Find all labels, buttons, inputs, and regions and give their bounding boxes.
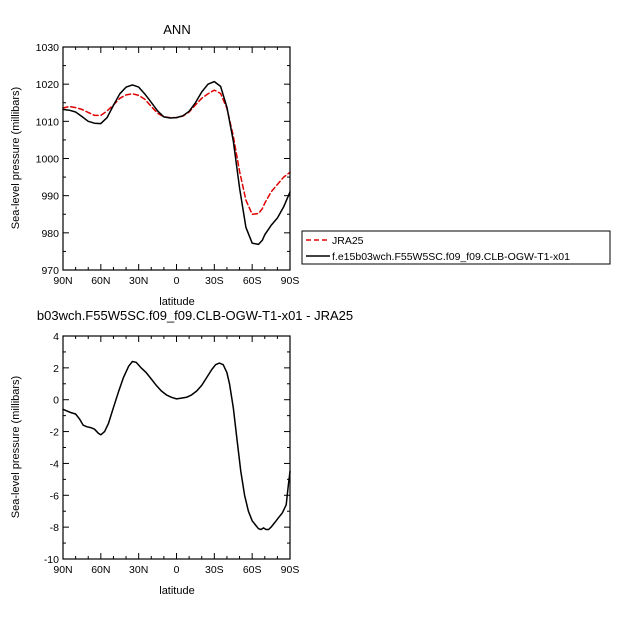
top-x-tick-label: 30S <box>205 275 224 287</box>
bottom-y-tick-label: -4 <box>50 458 59 470</box>
bottom-x-tick-label: 60S <box>243 564 262 576</box>
bottom-x-tick-label: 30S <box>205 564 224 576</box>
bottom-y-tick-label: 2 <box>53 363 59 375</box>
bottom-x-tick-label: 60N <box>91 564 110 576</box>
top-y-tick-label: 980 <box>41 228 59 240</box>
bottom-y-tick-label: -8 <box>50 522 59 534</box>
bottom-panel-axis: 90N 60N 30N 0 30S 60S 90S -10 -8 -6 -4 -2 0 2 4 <box>44 331 300 576</box>
bottom-series-line-0 <box>62 360 291 531</box>
top-y-tick-label: 1020 <box>36 79 60 91</box>
top-panel-ylabel: Sea-level pressure (millibars) <box>10 87 22 229</box>
top-y-tick-label: 1000 <box>36 154 60 166</box>
top-x-tick-label: 0 <box>174 275 180 287</box>
bottom-panel-series <box>62 360 291 531</box>
bottom-panel-title: b03wch.F55W5SC.f09_f09.CLB-OGW-T1-x01 - … <box>37 308 353 323</box>
top-panel-xlabel: latitude <box>159 296 194 308</box>
top-x-tick-label: 60N <box>91 275 110 287</box>
top-series-line-0 <box>62 89 291 216</box>
legend: JRA25 f.e15b03wch.F55W5SC.f09_f09.CLB-OG… <box>301 230 611 265</box>
bottom-x-tick-label: 0 <box>174 564 180 576</box>
top-panel: ANN Sea-level pressure (millibars) latit… <box>10 22 299 308</box>
bottom-panel-xlabel: latitude <box>159 585 194 597</box>
top-x-tick-label: 60S <box>243 275 262 287</box>
top-panel-series <box>62 80 291 246</box>
legend-label-jra25: JRA25 <box>332 235 364 247</box>
top-y-tick-label: 1010 <box>36 116 60 128</box>
bottom-x-tick-label: 90S <box>281 564 300 576</box>
legend-label-model: f.e15b03wch.F55W5SC.f09_f09.CLB-OGW-T1-x… <box>332 251 570 263</box>
bottom-panel: b03wch.F55W5SC.f09_f09.CLB-OGW-T1-x01 - … <box>10 308 353 597</box>
bottom-panel-frame <box>62 335 291 560</box>
top-x-tick-label: 30N <box>129 275 148 287</box>
bottom-y-tick-label: 4 <box>53 331 59 343</box>
top-panel-title: ANN <box>163 22 190 37</box>
top-y-tick-label: 970 <box>41 265 59 277</box>
legend-box <box>301 230 611 265</box>
bottom-y-tick-label: -10 <box>44 554 59 566</box>
bottom-y-tick-label: 0 <box>53 395 59 407</box>
top-x-tick-label: 90S <box>281 275 300 287</box>
bottom-y-tick-label: -6 <box>50 490 59 502</box>
top-series-line-1 <box>62 80 291 246</box>
top-y-tick-label: 990 <box>41 191 59 203</box>
top-panel-frame <box>62 46 291 271</box>
top-y-tick-label: 1030 <box>36 42 60 54</box>
bottom-y-tick-label: -2 <box>50 427 59 439</box>
bottom-x-tick-label: 30N <box>129 564 148 576</box>
top-x-tick-label: 90N <box>53 275 72 287</box>
top-panel-axis: 90N 60N 30N 0 30S 60S 90S 970 980 990 1000 1010 1020… <box>36 42 300 287</box>
bottom-x-tick-label: 90N <box>53 564 72 576</box>
bottom-panel-ylabel: Sea-level pressure (millibars) <box>10 376 22 518</box>
